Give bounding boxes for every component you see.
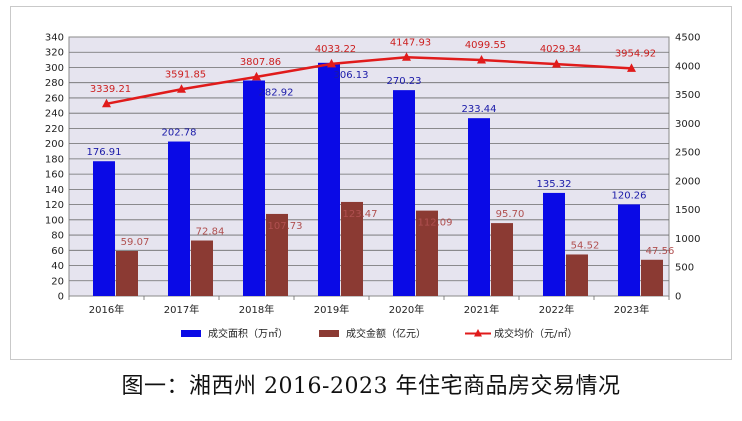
bar-amount <box>566 254 588 296</box>
left-axis-tick-label: 260 <box>45 93 64 104</box>
line-data-label-price: 3807.86 <box>240 57 281 68</box>
bar-data-label-amount: 95.70 <box>496 209 525 220</box>
left-axis-tick-label: 80 <box>51 231 64 242</box>
bar-data-label-area: 282.92 <box>259 87 294 98</box>
bar-data-label-amount: 54.52 <box>571 240 600 251</box>
bar-data-label-area: 135.32 <box>537 179 572 190</box>
left-axis-tick-label: 240 <box>45 109 64 120</box>
bar-data-label-amount: 59.07 <box>121 237 150 248</box>
price-marker <box>327 58 336 68</box>
bar-amount <box>491 223 513 296</box>
price-marker <box>252 71 261 81</box>
left-axis-tick-label: 320 <box>45 48 64 59</box>
legend-swatch <box>319 330 339 337</box>
legend-swatch-marker <box>474 329 482 337</box>
bar-data-label-amount: 123.47 <box>343 209 378 220</box>
bar-amount <box>266 213 288 296</box>
bar-data-label-amount: 72.84 <box>196 227 225 238</box>
chart-svg: 0 20 40 60 80 100 120 140 160 180 200 220 240 260 280 3… <box>45 33 701 341</box>
bar-amount <box>416 210 438 296</box>
x-axis-category-label: 2018年 <box>239 303 274 316</box>
right-axis-tick-label: 3500 <box>675 90 700 101</box>
line-data-label-price: 4033.22 <box>315 44 356 55</box>
bar-amount <box>191 240 213 296</box>
bar-area <box>618 204 640 296</box>
figure-caption: 图一：湘西州 2016-2023 年住宅商品房交易情况 <box>121 374 621 399</box>
bar-data-label-area: 233.44 <box>462 104 497 115</box>
left-axis-tick-label: 220 <box>45 124 64 135</box>
left-axis-tick-label: 100 <box>45 215 64 226</box>
bar-amount <box>641 259 663 296</box>
legend-label: 成交金额（亿元） <box>346 327 426 340</box>
right-axis-tick-label: 2000 <box>675 176 700 187</box>
x-axis-category-label: 2022年 <box>539 303 574 316</box>
right-axis-tick-label: 4000 <box>675 61 700 72</box>
bar-area <box>543 192 565 296</box>
x-axis-category-label: 2020年 <box>389 303 424 316</box>
left-axis-tick-label: 20 <box>51 276 64 287</box>
bar-data-label-area: 306.13 <box>334 70 369 81</box>
right-axis-tick-label: 0 <box>675 292 681 303</box>
left-axis-tick-label: 40 <box>51 261 64 272</box>
price-marker <box>552 59 561 68</box>
right-axis-tick-label: 500 <box>675 263 694 274</box>
chart-frame: 0 20 40 60 80 100 120 140 160 180 200 220 240 260 280 3… <box>10 6 732 360</box>
right-axis-tick-label: 2500 <box>675 148 700 159</box>
x-axis-category-label: 2017年 <box>164 303 199 316</box>
left-axis-tick-label: 340 <box>45 33 64 44</box>
right-axis-tick-label: 3000 <box>675 119 700 130</box>
bar-amount <box>341 201 363 296</box>
legend-label: 成交面积（万㎡） <box>208 327 288 340</box>
bar-area <box>318 62 340 297</box>
x-axis-category-label: 2023年 <box>614 303 649 316</box>
bar-area <box>243 80 265 296</box>
price-marker <box>627 63 636 72</box>
bar-data-label-area: 120.26 <box>612 190 647 201</box>
legend-label: 成交均价（元/㎡） <box>494 327 577 340</box>
line-data-label-price: 3339.21 <box>90 84 131 95</box>
bar-data-label-area: 176.91 <box>87 147 122 158</box>
bar-area <box>168 141 190 296</box>
right-axis-tick-label: 4500 <box>675 33 700 44</box>
bar-area <box>393 90 415 297</box>
legend-swatch <box>181 330 201 337</box>
bar-area <box>93 161 115 296</box>
line-data-label-price: 4147.93 <box>390 37 431 48</box>
x-axis-category-label: 2021年 <box>464 303 499 316</box>
bar-area <box>468 118 490 296</box>
line-data-label-price: 3954.92 <box>615 48 656 59</box>
price-marker <box>477 55 486 64</box>
bar-data-label-amount: 107.73 <box>268 221 303 232</box>
x-axis-category-label: 2019年 <box>314 303 349 316</box>
line-data-label-price: 4029.34 <box>540 44 581 55</box>
right-axis-tick-label: 1500 <box>675 205 700 216</box>
left-axis-tick-label: 300 <box>45 63 64 74</box>
right-axis-tick-label: 1000 <box>675 234 700 245</box>
bar-data-label-area: 202.78 <box>162 128 197 139</box>
price-line <box>106 56 632 106</box>
price-marker <box>177 84 186 93</box>
bar-data-label-area: 270.23 <box>387 76 422 87</box>
left-axis-tick-label: 160 <box>45 170 64 181</box>
left-axis-tick-label: 0 <box>58 292 64 303</box>
left-axis-tick-label: 140 <box>45 185 64 196</box>
left-axis-tick-label: 280 <box>45 78 64 89</box>
bar-amount <box>116 251 138 296</box>
bar-data-label-amount: 112.09 <box>418 218 453 229</box>
price-marker <box>102 98 111 108</box>
left-axis-tick-label: 120 <box>45 200 64 211</box>
line-data-label-price: 4099.55 <box>465 40 506 51</box>
x-axis-category-label: 2016年 <box>89 303 124 316</box>
bar-data-label-amount: 47.56 <box>646 246 675 257</box>
left-axis-tick-label: 200 <box>45 139 64 150</box>
price-marker <box>402 52 411 61</box>
left-axis-tick-label: 60 <box>51 246 64 257</box>
left-axis-tick-label: 180 <box>45 154 64 165</box>
line-data-label-price: 3591.85 <box>165 69 206 80</box>
